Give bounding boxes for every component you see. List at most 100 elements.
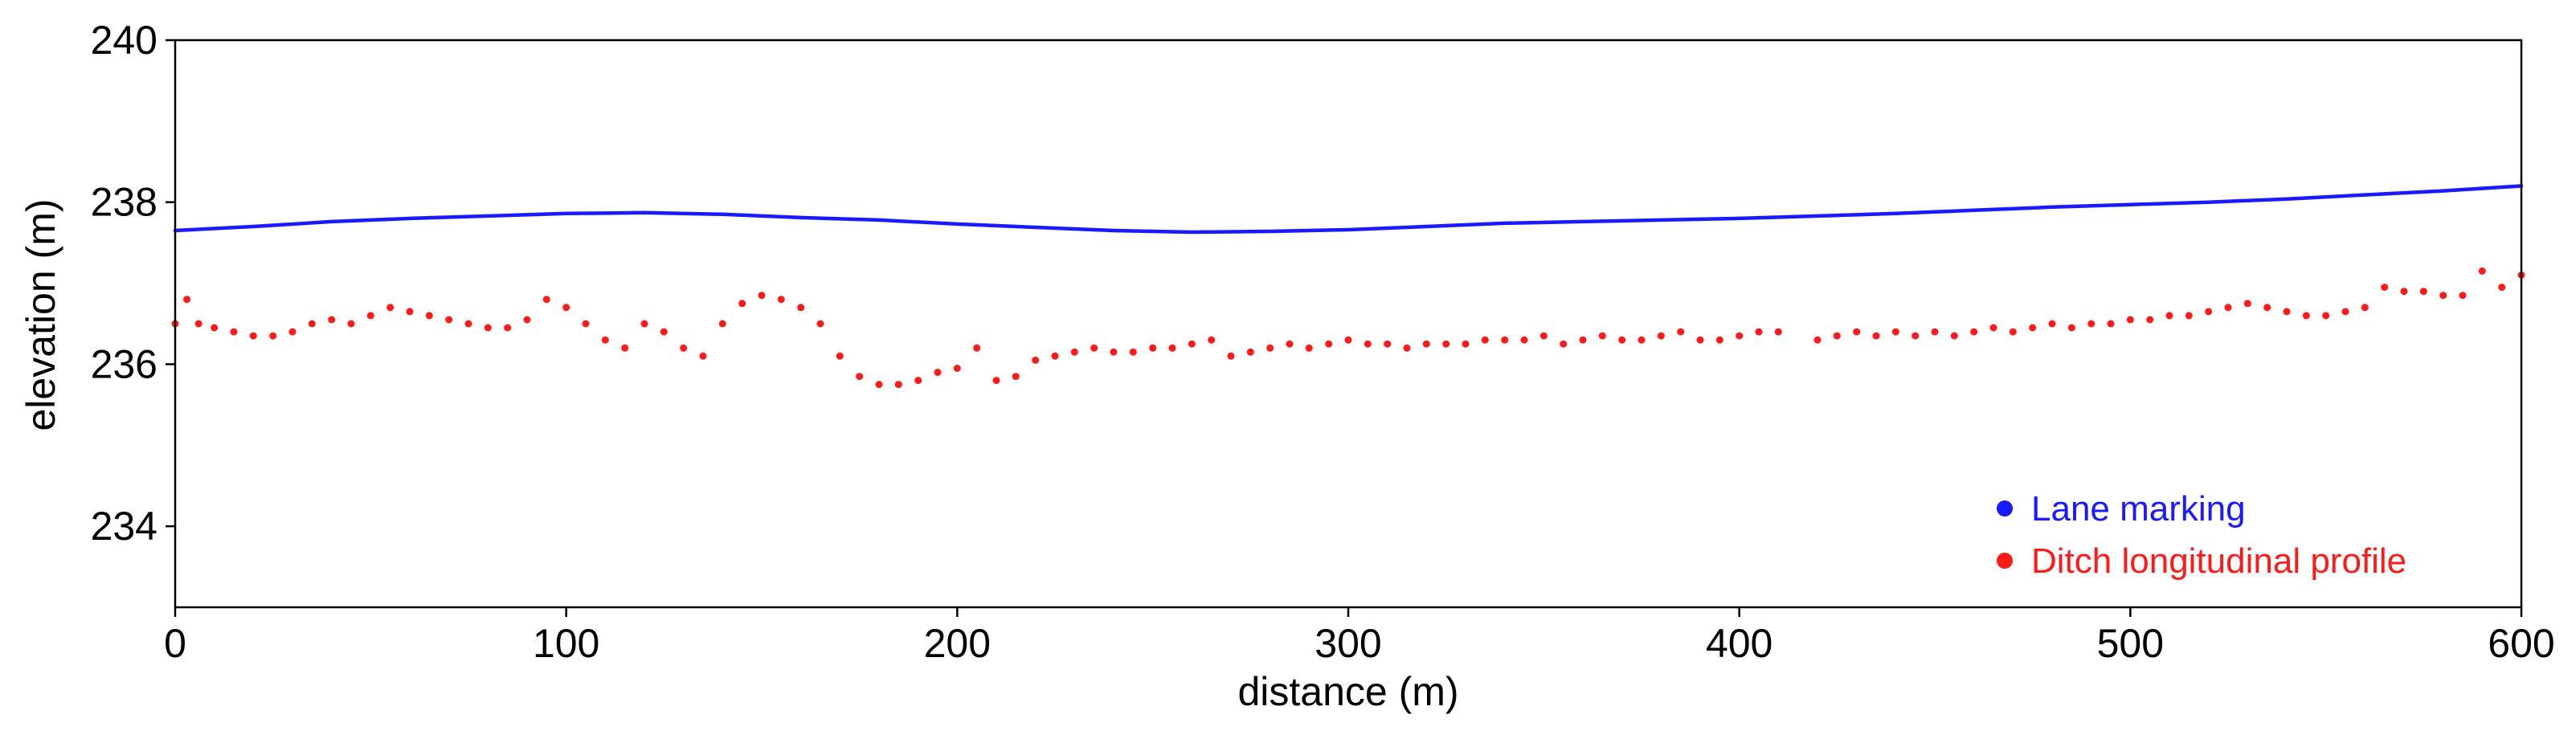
data-point <box>1696 336 1704 344</box>
data-point <box>194 320 202 328</box>
data-point <box>875 381 883 389</box>
data-point <box>582 320 590 328</box>
data-point <box>601 336 609 344</box>
data-point <box>2165 312 2173 320</box>
data-point <box>484 324 492 332</box>
data-point <box>1364 340 1372 348</box>
data-point <box>2205 308 2213 316</box>
data-point <box>777 296 785 304</box>
data-point <box>718 320 726 328</box>
data-point <box>1070 348 1078 356</box>
data-point <box>308 320 316 328</box>
legend-label-ditch-longitudinal-profile: Ditch longitudinal profile <box>2031 541 2406 581</box>
data-point <box>1246 348 1254 356</box>
data-point <box>2302 312 2310 320</box>
data-point <box>1462 340 1470 348</box>
data-point <box>562 304 570 312</box>
series-layer <box>171 184 2525 389</box>
data-point <box>816 320 824 328</box>
data-point <box>953 365 961 372</box>
data-point <box>1149 344 1157 352</box>
data-point <box>660 328 668 336</box>
data-point <box>1344 336 1352 344</box>
data-point <box>2029 324 2037 332</box>
data-point <box>366 312 374 320</box>
data-point <box>1403 344 1411 352</box>
data-point <box>1325 340 1333 348</box>
x-tick-label: 500 <box>2097 621 2164 666</box>
legend-marker-ditch-longitudinal-profile <box>1997 553 2013 569</box>
data-point <box>1384 340 1392 348</box>
y-tick-label: 234 <box>91 504 157 549</box>
legend-label-lane-marking: Lane marking <box>2031 489 2246 529</box>
x-axis-label: distance (m) <box>1237 669 1458 714</box>
data-point <box>738 300 746 308</box>
data-point <box>1813 336 1822 344</box>
series-ditch-longitudinal-profile <box>171 267 2525 389</box>
data-point <box>934 369 942 376</box>
data-point <box>2361 304 2369 312</box>
data-point <box>2419 288 2427 296</box>
data-point <box>914 377 922 385</box>
data-point <box>2263 304 2271 312</box>
data-point <box>386 304 395 312</box>
data-point <box>183 296 191 304</box>
data-point <box>2459 292 2467 300</box>
data-point <box>758 292 766 300</box>
y-tick-label: 236 <box>91 341 157 386</box>
data-point <box>1188 340 1196 348</box>
data-point <box>1305 344 1313 352</box>
data-point <box>328 316 336 324</box>
data-point <box>230 328 238 336</box>
data-point <box>836 352 844 360</box>
y-axis-label: elevation (m) <box>18 199 63 431</box>
data-point <box>1422 340 1430 348</box>
data-point <box>288 328 296 336</box>
data-point <box>640 320 648 328</box>
data-point <box>2243 300 2251 308</box>
x-tick-label: 0 <box>164 621 186 666</box>
data-point <box>2107 320 2115 328</box>
data-point <box>1755 328 1763 336</box>
data-point <box>1227 352 1235 360</box>
data-point <box>2400 288 2408 296</box>
data-point <box>1168 344 1176 352</box>
data-point <box>1833 332 1841 340</box>
data-point <box>2146 316 2154 324</box>
data-point <box>1286 340 1294 348</box>
x-tick-label: 300 <box>1315 621 1381 666</box>
data-point <box>1012 373 1020 381</box>
data-point <box>249 332 257 340</box>
data-point <box>1931 328 1939 336</box>
data-point <box>1989 324 1997 332</box>
data-point <box>425 312 433 320</box>
data-point <box>1208 336 1216 344</box>
data-point <box>2439 292 2447 300</box>
labels-layer: distance (m) elevation (m) <box>18 199 1459 715</box>
data-point <box>1736 332 1744 340</box>
data-point <box>2087 320 2096 328</box>
data-point <box>1853 328 1861 336</box>
data-point <box>2478 267 2486 275</box>
data-point <box>2283 308 2291 316</box>
data-point <box>1970 328 1978 336</box>
data-point <box>1950 332 1958 340</box>
data-point <box>2067 324 2075 332</box>
data-point <box>1579 336 1587 344</box>
data-point <box>1560 340 1568 348</box>
data-point <box>269 332 277 340</box>
data-point <box>1774 328 1782 336</box>
data-point <box>1032 356 1040 364</box>
data-point <box>2126 316 2134 324</box>
y-tick-label: 240 <box>91 18 157 63</box>
data-point <box>211 324 219 332</box>
data-point <box>680 344 688 352</box>
legend: Lane marking Ditch longitudinal profile <box>1997 489 2406 581</box>
data-point <box>1715 336 1723 344</box>
data-point <box>523 316 531 324</box>
data-point <box>1638 336 1646 344</box>
data-point <box>1051 352 1059 360</box>
data-point <box>1501 336 1509 344</box>
legend-marker-lane-marking <box>1997 500 2013 516</box>
